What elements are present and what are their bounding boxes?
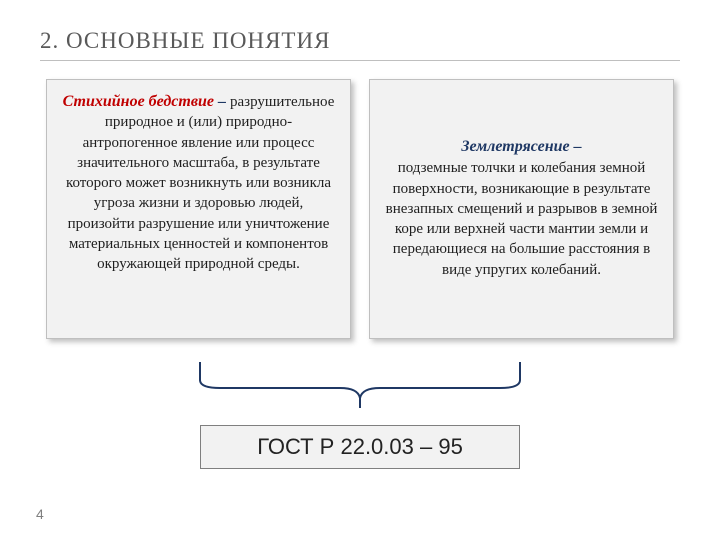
term-right: Землетрясение [461,138,569,155]
brace-connector-icon [140,360,580,415]
definition-box-left: Стихийное бедствие – разрушительное прир… [46,79,351,339]
dash-right: – [570,138,582,155]
gost-label: ГОСТ Р 22.0.03 – 95 [257,434,463,459]
page-title: 2. ОСНОВНЫЕ ПОНЯТИЯ [40,28,680,54]
dash-left: – [214,93,230,110]
title-divider [40,60,680,61]
definition-text-right: Землетрясение – подземные толчки и колеб… [384,138,659,280]
definition-boxes: Стихийное бедствие – разрушительное прир… [40,79,680,339]
def-left: разрушительное природное и (или) природн… [66,94,334,272]
term-left: Стихийное бедствие [63,93,214,110]
gost-box: ГОСТ Р 22.0.03 – 95 [200,425,520,469]
definition-box-right: Землетрясение – подземные толчки и колеб… [369,79,674,339]
definition-text-left: Стихийное бедствие – разрушительное прир… [61,92,336,274]
page-number: 4 [36,506,44,522]
def-right: подземные толчки и колебания земной пове… [384,158,659,280]
slide: 2. ОСНОВНЫЕ ПОНЯТИЯ Стихийное бедствие –… [0,0,720,540]
